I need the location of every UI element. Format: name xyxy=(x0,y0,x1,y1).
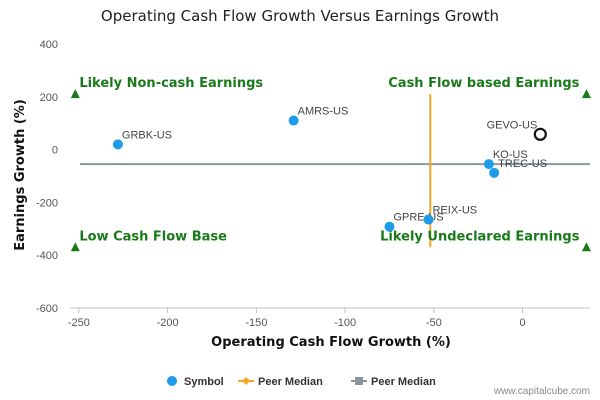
legend-label: Symbol xyxy=(184,376,224,388)
x-tick-label: 0 xyxy=(519,317,525,329)
data-point-label: GEVO-US xyxy=(487,119,538,131)
quadrant-labels: Likely Non-cash Earnings Cash Flow based … xyxy=(70,76,591,252)
y-tick-label: -200 xyxy=(36,197,58,209)
legend-label: Peer Median xyxy=(258,376,323,388)
y-tick-label: 400 xyxy=(40,39,58,51)
x-tick-label: -150 xyxy=(245,317,267,329)
data-point-label: AMRS-US xyxy=(298,106,349,118)
data-point-label: TREC-US xyxy=(498,158,547,170)
y-axis-title: Earnings Growth (%) xyxy=(13,99,28,251)
data-point xyxy=(483,159,494,170)
quadrant-label: Low Cash Flow Base xyxy=(79,229,227,244)
data-point xyxy=(384,221,395,232)
x-tick-label: -250 xyxy=(68,317,90,329)
y-tick-label: -600 xyxy=(36,303,58,315)
x-axis-title: Operating Cash Flow Growth (%) xyxy=(211,335,451,350)
y-tick-label: -400 xyxy=(36,250,58,262)
quadrant-label: Likely Non-cash Earnings xyxy=(79,76,263,91)
x-tick-label: -100 xyxy=(334,317,356,329)
quadrant-label: Cash Flow based Earnings xyxy=(388,76,579,91)
x-axis: -250 -200 -150 -100 -50 0 xyxy=(68,308,526,329)
data-points: GRBK-USAMRS-USGPRE-USREIX-USKO-USTREC-US… xyxy=(112,106,547,232)
y-tick-label: 200 xyxy=(40,92,58,104)
quadrant-marker-triangle xyxy=(581,242,591,252)
data-point xyxy=(112,139,123,150)
quadrant-marker-triangle xyxy=(70,89,80,99)
data-point-label: REIX-US xyxy=(432,205,477,217)
data-point xyxy=(489,167,500,178)
data-point-highlighted xyxy=(533,127,547,141)
legend-diamond-marker xyxy=(242,377,250,385)
data-point xyxy=(423,214,434,225)
data-point-label: KO-US xyxy=(493,149,528,161)
quadrant-marker-triangle xyxy=(581,89,591,99)
y-axis: 400 200 0 -200 -400 -600 xyxy=(36,39,58,315)
legend-symbol-marker xyxy=(167,376,177,386)
legend-label: Peer Median xyxy=(371,376,436,388)
y-tick-label: 0 xyxy=(52,145,58,157)
x-tick-label: -200 xyxy=(157,317,179,329)
legend: Symbol Peer Median Peer Median xyxy=(167,376,436,388)
x-tick-label: -50 xyxy=(426,317,442,329)
credit-text: www.capitalcube.com xyxy=(493,386,590,397)
quadrant-label: Likely Undeclared Earnings xyxy=(380,229,580,244)
quadrant-marker-triangle xyxy=(70,242,80,252)
legend-square-marker xyxy=(355,377,363,385)
chart-title: Operating Cash Flow Growth Versus Earnin… xyxy=(101,7,499,25)
data-point-label: GRBK-US xyxy=(122,129,172,141)
data-point xyxy=(288,115,299,126)
